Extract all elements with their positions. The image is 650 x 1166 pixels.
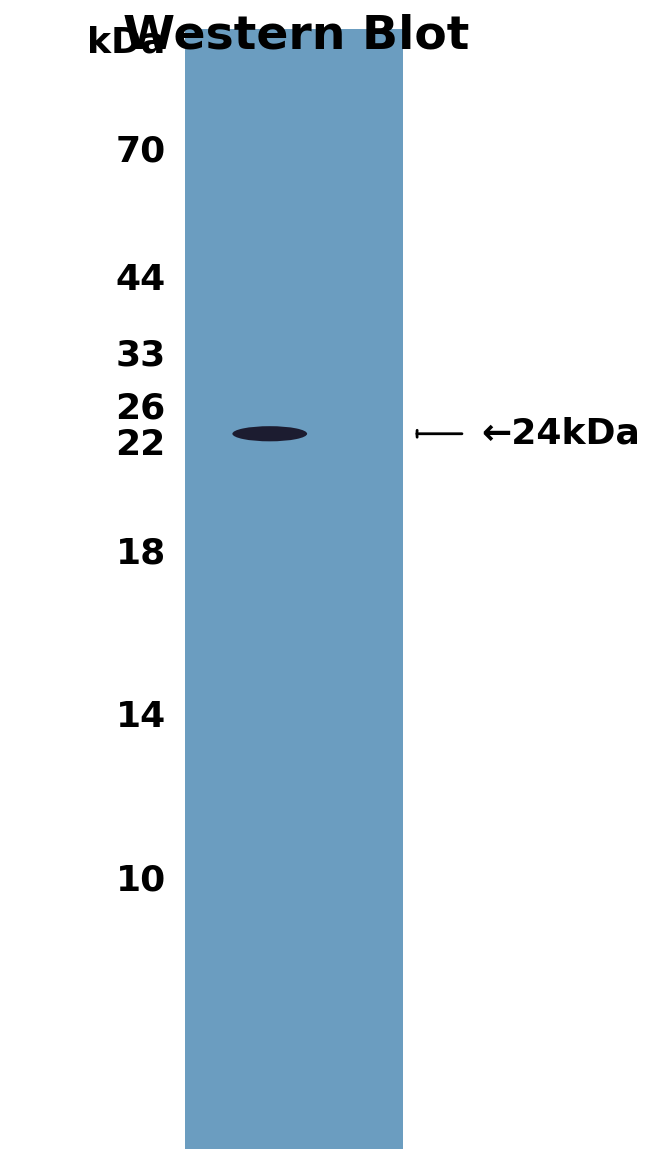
Text: ←24kDa: ←24kDa [481, 416, 640, 451]
Text: 22: 22 [116, 428, 166, 463]
Text: 26: 26 [116, 391, 166, 426]
Text: 33: 33 [116, 338, 166, 373]
Text: 44: 44 [116, 262, 166, 297]
Text: 18: 18 [116, 536, 166, 571]
Text: kDa: kDa [87, 26, 166, 59]
Bar [185, 29, 403, 1149]
Ellipse shape [233, 427, 307, 441]
Text: 70: 70 [116, 134, 166, 169]
Text: 14: 14 [116, 700, 166, 735]
Text: Western Blot: Western Blot [123, 14, 469, 59]
Text: 10: 10 [116, 863, 166, 898]
